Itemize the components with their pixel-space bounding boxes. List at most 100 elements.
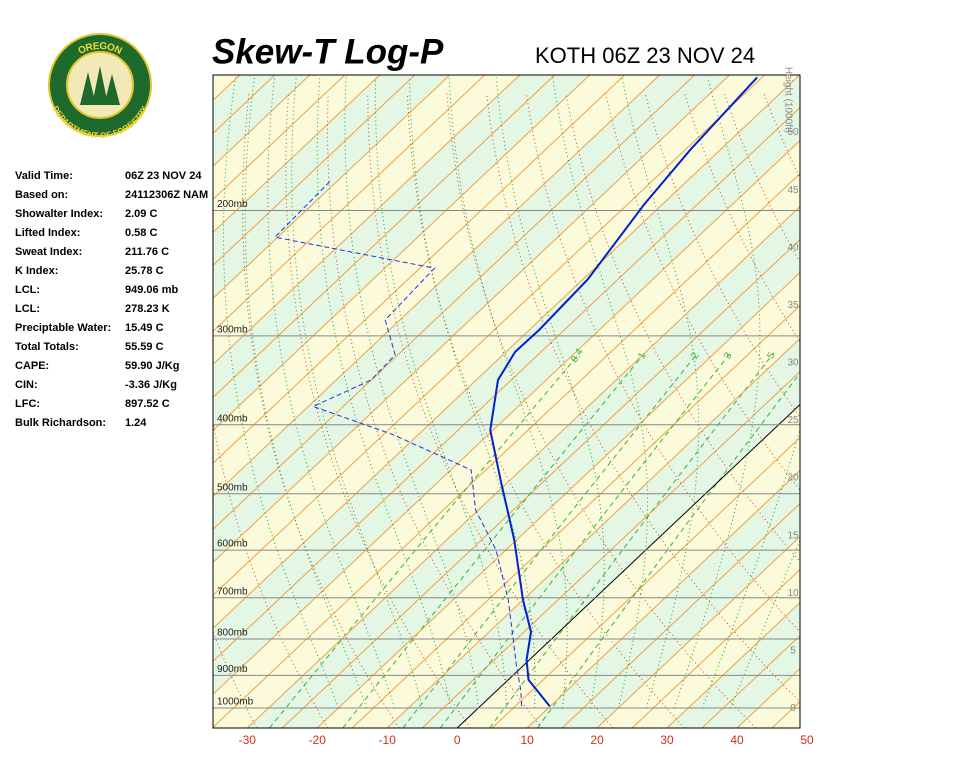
dry-adiabat — [883, 94, 960, 728]
x-tick-label: 50 — [800, 733, 814, 747]
y2-tick-label: 5 — [790, 645, 796, 656]
mixing-ratio-line — [342, 352, 646, 728]
chart-subtitle: KOTH 06Z 23 NOV 24 — [535, 43, 755, 68]
index-label: Sweat Index: — [15, 246, 82, 258]
index-label: LFC: — [15, 398, 40, 410]
dry-adiabat — [406, 93, 685, 728]
dry-adiabat — [525, 93, 800, 633]
isotherm — [213, 75, 381, 233]
mixing-ratio-line — [402, 352, 699, 728]
logo: OREGON DEPARTMENT OF FORESTRY — [48, 33, 152, 140]
index-label: Total Totals: — [15, 341, 79, 353]
axes: -30 -20 -10 0 10 20 30 40 501000mb900mb800mb700m… — [217, 127, 814, 747]
index-value: 25.78 C — [125, 265, 164, 277]
index-label: LCL: — [15, 303, 40, 315]
index-value: 0.58 C — [125, 227, 157, 239]
isotherm — [213, 75, 800, 630]
y2-tick-label: 40 — [787, 242, 799, 253]
index-value: 55.59 C — [125, 341, 164, 353]
isotherm — [213, 75, 625, 465]
mixing-ratio-label: 8 — [807, 350, 820, 361]
index-label: Bulk Richardson: — [15, 417, 106, 429]
index-label: Based on: — [15, 189, 68, 201]
isotherm — [877, 75, 960, 728]
index-value: 06Z 23 NOV 24 — [125, 170, 202, 182]
dry-adiabat — [367, 93, 614, 728]
isotherm — [456, 403, 800, 728]
x-tick-label: 10 — [520, 733, 534, 747]
isotherm — [561, 502, 800, 728]
y-tick-label: 900mb — [217, 664, 248, 675]
index-label: Valid Time: — [15, 170, 73, 182]
index-value: 278.23 K — [125, 303, 170, 315]
index-value: -3.36 J/Kg — [125, 379, 177, 391]
index-value: 1.24 — [125, 417, 147, 429]
y-tick-label: 500mb — [217, 482, 248, 493]
x-tick-label: -20 — [309, 733, 327, 747]
y2-tick-label: 45 — [787, 185, 799, 196]
chart-title: Skew-T Log-P — [212, 32, 444, 71]
moist-adiabat — [701, 427, 800, 709]
moist-adiabat — [409, 77, 536, 708]
dewpoint-line — [274, 181, 523, 707]
x-tick-label: 0 — [454, 733, 461, 747]
isotherm — [213, 75, 346, 200]
mixing-ratio-line — [489, 352, 775, 728]
mixing-ratio-label: 3 — [722, 350, 735, 361]
index-value: 211.76 C — [125, 246, 169, 258]
dry-adiabat — [922, 94, 960, 728]
moist-adiabat — [267, 77, 395, 709]
dry-adiabat — [327, 93, 543, 728]
moist-adiabat — [673, 77, 761, 709]
isotherm — [213, 75, 695, 531]
isotherm — [213, 75, 521, 366]
dry-adiabat — [565, 93, 800, 563]
isotherm — [213, 75, 416, 266]
dry-adiabat — [684, 93, 800, 343]
mixing-ratio-label: 2 — [689, 350, 702, 361]
logo-text: OREGON — [76, 40, 123, 56]
y2-axis-label: Height (1000ft) — [782, 67, 793, 133]
mixing-ratio-label: 5 — [765, 350, 778, 361]
moist-adiabat — [244, 77, 367, 709]
index-value: 897.52 C — [125, 398, 170, 410]
isotherm — [213, 75, 486, 333]
isotherm — [213, 75, 451, 300]
isotherm-band — [807, 75, 960, 728]
y2-tick-label: 15 — [787, 530, 799, 541]
temperature-line — [489, 76, 758, 707]
isotherm — [526, 469, 800, 728]
y2-tick-label: 0 — [790, 703, 796, 714]
isotherm — [213, 106, 800, 663]
index-value: 15.49 C — [125, 322, 164, 334]
isotherm — [386, 337, 800, 728]
moist-adiabat — [344, 77, 479, 709]
indices: Valid Time: 06Z 23 NOV 24 Based on: 2411230… — [15, 170, 208, 429]
isotherm — [213, 75, 556, 399]
mixing-ratio-line — [269, 352, 581, 728]
x-tick-label: 30 — [660, 733, 674, 747]
x-tick-label: -10 — [379, 733, 397, 747]
index-value: 949.06 mb — [125, 284, 178, 296]
y-tick-label: 200mb — [217, 199, 248, 210]
logo-tree — [104, 74, 120, 105]
isotherm — [213, 139, 800, 696]
y-tick-label: 600mb — [217, 539, 248, 550]
isotherm — [631, 568, 800, 728]
dry-adiabat — [843, 94, 960, 728]
dry-adiabat — [804, 94, 960, 728]
plot-frame — [212, 74, 801, 729]
isotherm — [491, 436, 800, 728]
x-tick-label: 40 — [730, 733, 744, 747]
logo-tree — [92, 66, 108, 105]
mixing-ratio-line — [537, 372, 800, 728]
index-value: 2.09 C — [125, 208, 157, 220]
logo-tree — [80, 72, 96, 105]
index-label: CIN: — [15, 379, 38, 391]
isotherm — [213, 75, 590, 432]
moist-adiabat — [374, 77, 507, 708]
y-tick-label: 1000mb — [217, 697, 254, 708]
isotherm — [281, 238, 800, 728]
x-tick-label: -30 — [239, 733, 257, 747]
